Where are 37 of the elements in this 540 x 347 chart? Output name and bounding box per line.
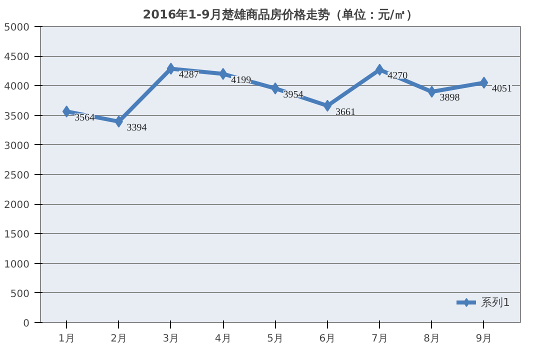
y-tick-label: 4500 — [4, 52, 30, 64]
x-tick-label: 9月 — [476, 334, 492, 344]
x-tick-label: 7月 — [371, 334, 388, 344]
point — [375, 64, 384, 76]
data-label: 3661 — [335, 106, 356, 118]
x-tick-label: 2月 — [110, 334, 127, 344]
x-tick-label: 4月 — [214, 334, 232, 344]
y-tick-label: 5000 — [4, 22, 30, 34]
y-tick-label: 3500 — [4, 111, 30, 122]
point — [62, 106, 71, 118]
chart-title: 2016年1-9月楚雄商品房价格走势（单位：元/㎡） — [142, 8, 418, 22]
data-label: 4270 — [388, 70, 408, 82]
x-tick-label: 1月 — [58, 334, 75, 344]
y-tick-label: 2000 — [4, 200, 30, 212]
x-tick-label: 5月 — [267, 334, 284, 344]
x-tick-label: 3月 — [162, 334, 180, 344]
point — [166, 62, 176, 75]
data-label: 3954 — [283, 89, 304, 100]
point — [323, 100, 332, 112]
data-label: 4287 — [178, 70, 199, 81]
point — [218, 68, 228, 80]
y-tick-label: 4000 — [4, 82, 30, 93]
legend-label: 系列1 — [481, 294, 510, 310]
x-tick-label: 8月 — [424, 334, 440, 344]
data-label: 3898 — [440, 92, 460, 104]
data-label: 3394 — [126, 122, 147, 134]
data-label: 3564 — [74, 112, 95, 124]
point — [480, 76, 488, 89]
y-tick-label: 3000 — [4, 140, 30, 152]
y-tick-label: 1500 — [4, 230, 30, 241]
y-tick-label: 2500 — [4, 170, 30, 182]
x-tick-label: 6月 — [319, 334, 336, 344]
data-label: 4051 — [492, 84, 512, 95]
y-tick-label: 0 — [23, 318, 30, 330]
y-tick-label: 500 — [10, 288, 30, 300]
y-tick-label: 1000 — [4, 259, 30, 270]
data-label: 4199 — [231, 74, 252, 86]
